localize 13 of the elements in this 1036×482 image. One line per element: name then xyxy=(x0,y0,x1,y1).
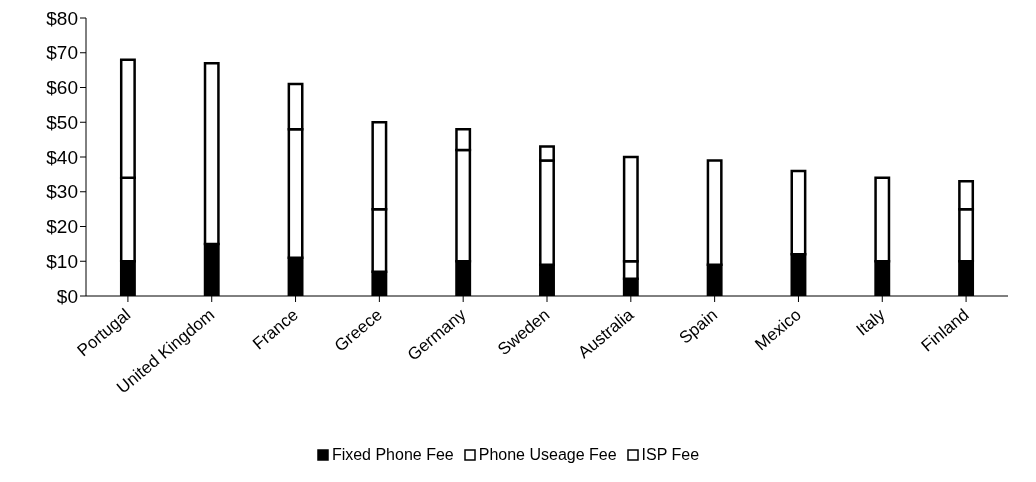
y-tick-label: $80 xyxy=(46,7,78,29)
x-tick-label: Italy xyxy=(852,304,890,340)
y-tick-label: $50 xyxy=(46,112,78,133)
legend-label: Phone Useage Fee xyxy=(477,446,617,464)
y-tick-label: $10 xyxy=(46,250,78,272)
y-tick-label: $20 xyxy=(46,216,78,238)
y-tick-label: $70 xyxy=(46,42,78,64)
y-tick-label: $60 xyxy=(46,77,78,99)
legend-label: Fixed Phone Fee xyxy=(330,446,454,464)
legend-label: ISP Fee xyxy=(640,446,700,464)
y-tick-label: $0 xyxy=(56,285,78,307)
y-tick-label: $40 xyxy=(46,146,78,168)
y-tick-label: $30 xyxy=(46,181,78,203)
